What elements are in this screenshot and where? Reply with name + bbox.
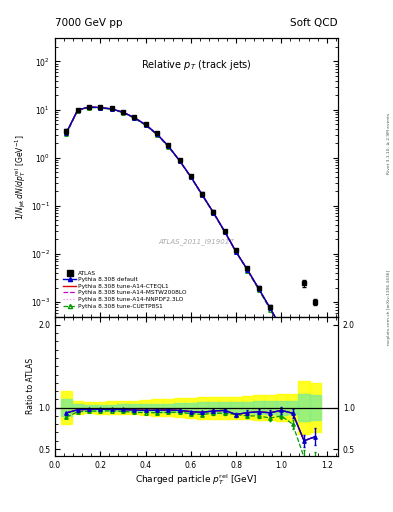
Bar <box>140 404 151 411</box>
Bar <box>83 402 95 413</box>
Bar <box>298 394 310 421</box>
Bar <box>163 403 174 412</box>
Bar <box>264 401 276 414</box>
Bar <box>129 401 140 414</box>
Bar <box>106 404 117 411</box>
Bar <box>219 397 230 419</box>
Text: ATLAS_2011_I919017: ATLAS_2011_I919017 <box>159 238 234 245</box>
Bar <box>208 397 219 419</box>
Bar <box>230 397 242 419</box>
Bar <box>95 402 106 414</box>
Bar <box>208 402 219 413</box>
Bar <box>185 398 196 417</box>
Bar <box>151 403 163 412</box>
Text: Soft QCD: Soft QCD <box>290 18 338 28</box>
Bar <box>129 404 140 411</box>
Bar <box>276 401 287 415</box>
Bar <box>298 381 310 434</box>
Bar <box>61 399 72 416</box>
Bar <box>310 395 321 420</box>
Y-axis label: $1/N_\mathrm{jet}\,dN/dp_T^\mathrm{rel}\ [\mathrm{GeV}^{-1}]$: $1/N_\mathrm{jet}\,dN/dp_T^\mathrm{rel}\… <box>14 135 28 220</box>
Bar <box>95 404 106 411</box>
Bar <box>174 403 185 412</box>
Bar <box>310 383 321 433</box>
Text: Rivet 3.1.10, ≥ 2.9M events: Rivet 3.1.10, ≥ 2.9M events <box>387 113 391 174</box>
Bar <box>287 401 298 414</box>
Bar <box>117 401 129 414</box>
Bar <box>264 395 276 420</box>
Y-axis label: Ratio to ATLAS: Ratio to ATLAS <box>26 358 35 414</box>
Bar <box>196 402 208 413</box>
Bar <box>230 402 242 413</box>
Bar <box>117 404 129 411</box>
Text: mcplots.cern.ch [arXiv:1306.3436]: mcplots.cern.ch [arXiv:1306.3436] <box>387 270 391 345</box>
Bar <box>219 402 230 413</box>
Text: Relative $p_T$ (track jets): Relative $p_T$ (track jets) <box>141 58 252 72</box>
Text: 7000 GeV pp: 7000 GeV pp <box>55 18 123 28</box>
Legend: ATLAS, Pythia 8.308 default, Pythia 8.308 tune-A14-CTEQL1, Pythia 8.308 tune-A14: ATLAS, Pythia 8.308 default, Pythia 8.30… <box>61 268 189 311</box>
Bar <box>253 401 264 414</box>
Bar <box>276 394 287 421</box>
Bar <box>253 395 264 420</box>
Bar <box>242 396 253 419</box>
X-axis label: Charged particle $p_T^\mathrm{rel}$ [GeV]: Charged particle $p_T^\mathrm{rel}$ [GeV… <box>136 472 257 487</box>
Bar <box>163 399 174 416</box>
Bar <box>174 398 185 417</box>
Bar <box>72 404 83 411</box>
Bar <box>196 397 208 419</box>
Bar <box>83 405 95 411</box>
Bar <box>106 401 117 414</box>
Bar <box>185 403 196 413</box>
Bar <box>151 399 163 416</box>
Bar <box>72 401 83 414</box>
Bar <box>287 394 298 421</box>
Bar <box>140 400 151 415</box>
Bar <box>61 391 72 424</box>
Bar <box>242 402 253 414</box>
